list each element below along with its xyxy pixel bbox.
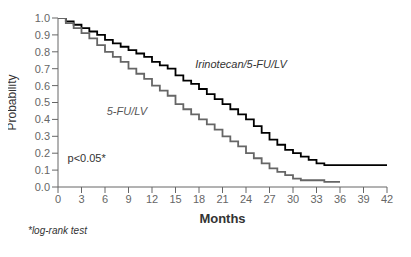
svg-text:0.1: 0.1	[35, 164, 50, 176]
html-text:*log-rank test: *log-rank test	[28, 225, 87, 236]
svg-text:9: 9	[125, 193, 131, 205]
svg-text:27: 27	[263, 193, 275, 205]
svg-text:30: 30	[287, 193, 299, 205]
svg-text:12: 12	[146, 193, 158, 205]
html-text:Irinotecan/5-FU/LV: Irinotecan/5-FU/LV	[195, 57, 287, 70]
svg-text:0.9: 0.9	[35, 29, 50, 41]
svg-text:Months: Months	[199, 211, 245, 223]
svg-text:18: 18	[193, 193, 205, 205]
svg-text:0.5: 0.5	[35, 96, 50, 108]
svg-text:0.8: 0.8	[35, 46, 50, 58]
svg-text:36: 36	[334, 193, 346, 205]
svg-text:0.6: 0.6	[35, 80, 50, 92]
svg-text:21: 21	[216, 193, 228, 205]
svg-text:0.0: 0.0	[35, 181, 50, 193]
svg-text:33: 33	[310, 193, 322, 205]
svg-text:15: 15	[169, 193, 181, 205]
html-text:p<0.05*: p<0.05*	[67, 152, 106, 165]
svg-text:42: 42	[381, 193, 393, 205]
svg-text:39: 39	[357, 193, 369, 205]
html-text:5-FU/LV: 5-FU/LV	[106, 104, 147, 117]
svg-text:0.2: 0.2	[35, 147, 50, 159]
svg-text:Probability: Probability	[8, 74, 19, 130]
svg-text:6: 6	[102, 193, 108, 205]
svg-text:3: 3	[78, 193, 84, 205]
svg-text:1.0: 1.0	[35, 12, 50, 24]
svg-text:0.4: 0.4	[35, 113, 50, 125]
svg-text:0: 0	[55, 193, 61, 205]
svg-text:0.7: 0.7	[35, 63, 50, 75]
svg-text:0.3: 0.3	[35, 130, 50, 142]
svg-text:24: 24	[240, 193, 252, 205]
